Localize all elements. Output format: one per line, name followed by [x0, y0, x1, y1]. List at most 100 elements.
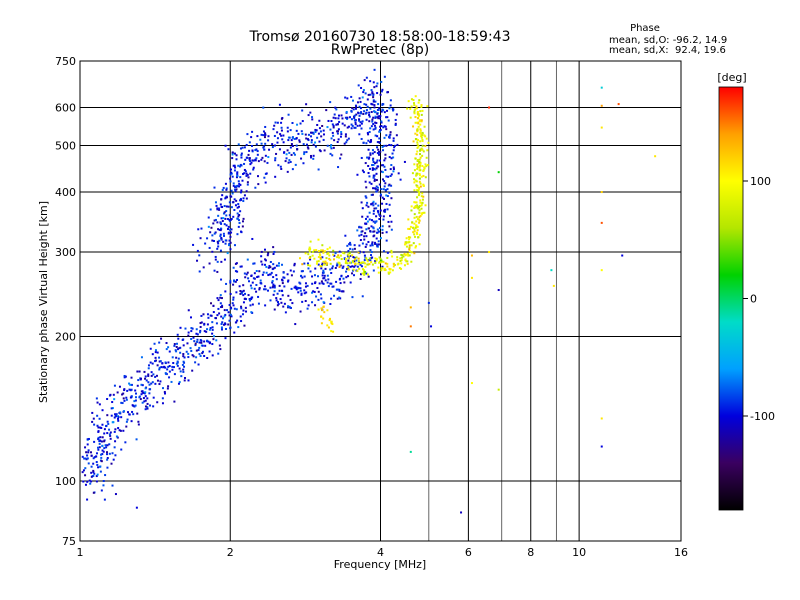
echo-point [258, 270, 261, 273]
echo-point [415, 231, 418, 234]
echo-point [327, 326, 330, 329]
echo-point [326, 324, 329, 327]
echo-point [378, 213, 381, 216]
echo-point [230, 228, 233, 231]
echo-point [380, 170, 383, 173]
echo-point [416, 141, 419, 144]
chart-title: Tromsø 20160730 18:58:00-18:59:43 [249, 29, 511, 45]
echo-point [182, 368, 185, 371]
echo-point [216, 260, 219, 263]
echo-point [229, 180, 232, 183]
echo-point [388, 203, 391, 206]
echo-point [84, 446, 87, 449]
echo-point [111, 407, 114, 410]
echo-point [230, 189, 233, 192]
echo-point [415, 172, 418, 175]
echo-point [369, 153, 372, 156]
echo-point [90, 480, 93, 483]
echo-point [412, 231, 415, 234]
echo-point [392, 156, 395, 159]
echo-point [185, 350, 188, 353]
echo-point [418, 221, 421, 224]
echo-point [316, 260, 319, 263]
echo-point [160, 337, 163, 340]
echo-point [100, 456, 103, 459]
echo-point [187, 356, 190, 359]
echo-point [419, 156, 422, 159]
echo-point [235, 308, 238, 311]
echo-point [300, 157, 303, 160]
echo-point [374, 121, 377, 124]
echo-point [148, 383, 151, 386]
echo-point [319, 130, 322, 133]
echo-point [240, 307, 243, 310]
echo-point [413, 233, 416, 236]
echo-point [334, 117, 337, 120]
echo-point [321, 309, 324, 312]
plot-frame [79, 60, 682, 542]
echo-point [251, 149, 254, 152]
echo-point [420, 195, 423, 198]
echo-point [227, 148, 230, 151]
echo-point [224, 242, 227, 245]
echo-point [285, 157, 288, 160]
echo-point [102, 480, 105, 483]
echo-point [378, 141, 381, 144]
echo-point [359, 100, 362, 103]
echo-point [280, 167, 283, 170]
echo-point [84, 474, 87, 477]
echo-point [260, 255, 263, 258]
echo-point [304, 133, 307, 136]
echo-point [218, 312, 221, 315]
echo-point [147, 373, 150, 376]
echo-point [133, 405, 136, 408]
echo-point [380, 259, 383, 262]
echo-point [363, 238, 366, 241]
echo-point [372, 204, 375, 207]
echo-point [370, 257, 373, 260]
echo-point [267, 156, 270, 159]
echo-point [171, 356, 174, 359]
echo-point [386, 265, 389, 268]
echo-point [158, 383, 161, 386]
echo-point [347, 275, 350, 278]
echo-point [381, 171, 384, 174]
echo-point [125, 396, 128, 399]
echo-point [232, 164, 235, 167]
echo-point [106, 451, 109, 454]
echo-point [365, 103, 368, 106]
echo-point [357, 251, 360, 254]
echo-point [275, 297, 278, 300]
echo-point [257, 183, 260, 186]
echo-point [381, 146, 384, 149]
echo-point [317, 298, 320, 301]
echo-point [389, 271, 392, 274]
echo-point [237, 326, 240, 329]
echo-point [129, 396, 132, 399]
echo-point [246, 173, 249, 176]
echo-point [263, 136, 266, 139]
echo-point [254, 186, 257, 189]
echo-point [136, 370, 139, 373]
echo-point [418, 209, 421, 212]
echo-point [361, 207, 364, 210]
echo-point [271, 281, 274, 284]
echo-point [246, 271, 249, 274]
echo-point [101, 423, 104, 426]
echo-point [371, 164, 374, 167]
echo-point [418, 211, 421, 214]
echo-point [308, 250, 311, 253]
echo-point [92, 491, 95, 494]
echo-point [101, 436, 104, 439]
echo-point [355, 113, 358, 116]
echo-point [371, 92, 374, 95]
echo-point [269, 273, 272, 276]
echo-point [305, 137, 308, 140]
echo-point [312, 157, 315, 160]
echo-point [246, 183, 249, 186]
echo-point [298, 257, 301, 260]
echo-point [274, 157, 277, 160]
echo-point [260, 282, 263, 285]
echo-point [235, 199, 238, 202]
